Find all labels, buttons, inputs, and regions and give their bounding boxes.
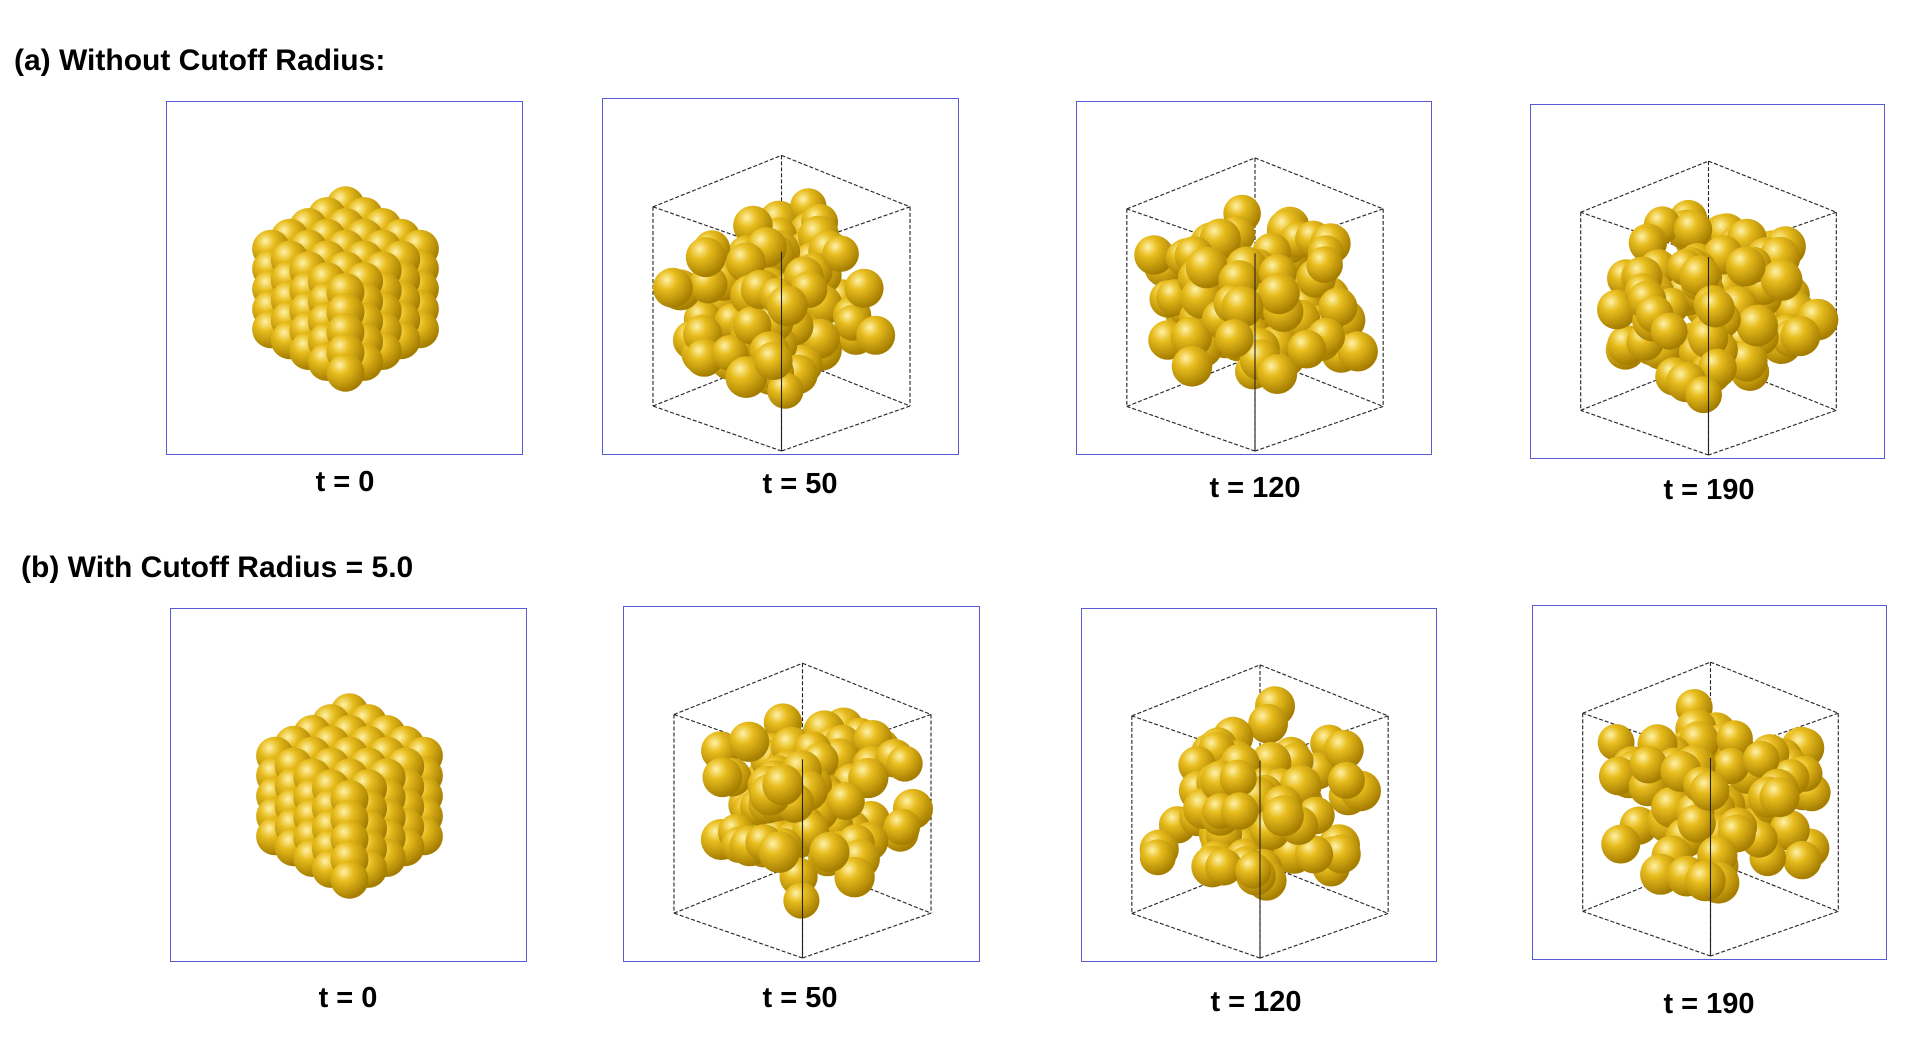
caption-a-t50: t = 50 bbox=[762, 468, 838, 500]
row-a-title: (a) Without Cutoff Radius: bbox=[14, 44, 386, 77]
atom-cluster bbox=[252, 186, 439, 392]
panel-b-t120 bbox=[1081, 608, 1437, 962]
caption-b-t0: t = 0 bbox=[318, 982, 378, 1014]
panel-a-t50 bbox=[602, 98, 959, 455]
atom-cluster bbox=[652, 154, 911, 452]
atom-cluster bbox=[256, 693, 443, 899]
panel-b-t0 bbox=[170, 608, 527, 962]
atom-cluster bbox=[1126, 157, 1384, 452]
caption-b-t120: t = 120 bbox=[1210, 986, 1302, 1018]
panel-a-t0 bbox=[166, 101, 523, 455]
atom-cluster bbox=[1131, 664, 1389, 959]
caption-a-t190: t = 190 bbox=[1663, 474, 1755, 506]
caption-a-t120: t = 120 bbox=[1209, 472, 1301, 504]
panel-a-t190 bbox=[1530, 104, 1885, 459]
caption-b-t190: t = 190 bbox=[1663, 988, 1755, 1020]
row-b-title: (b) With Cutoff Radius = 5.0 bbox=[21, 551, 414, 584]
caption-b-t50: t = 50 bbox=[762, 982, 838, 1014]
panel-b-t50 bbox=[623, 606, 980, 962]
panel-b-t190 bbox=[1532, 605, 1887, 960]
caption-a-t0: t = 0 bbox=[315, 466, 375, 498]
atom-cluster bbox=[1580, 160, 1839, 456]
panel-a-t120 bbox=[1076, 101, 1432, 455]
atom-cluster bbox=[1582, 661, 1839, 957]
atom-cluster bbox=[673, 662, 933, 959]
